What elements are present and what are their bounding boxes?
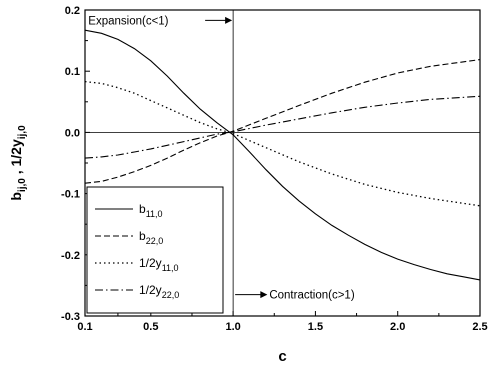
series-line-1 bbox=[84, 29, 481, 281]
legend-label: b11,0 bbox=[139, 202, 163, 219]
y-axis-label: bij,0 , 1/2yij,0 bbox=[8, 125, 28, 201]
legend-label: 1/2y22,0 bbox=[139, 283, 179, 300]
reference-lines bbox=[85, 10, 480, 316]
legend: b11,0 b22,0 1/2y11,0 1/2y22,0 bbox=[86, 186, 224, 314]
legend-label: b22,0 bbox=[139, 229, 163, 246]
series-line-3 bbox=[84, 80, 481, 207]
series-layer bbox=[84, 29, 481, 281]
y-tick-label: 0.0 bbox=[65, 127, 80, 139]
y-tick-label: -0.1 bbox=[61, 189, 80, 201]
x-tick-label: 2.5 bbox=[472, 321, 487, 333]
expansion-annotation: Expansion(c<1) bbox=[88, 15, 168, 27]
y-tick-label: 0.2 bbox=[65, 5, 80, 17]
legend-box bbox=[86, 186, 224, 314]
y-tick-label: -0.2 bbox=[61, 250, 80, 262]
x-tick-label: 0.1 bbox=[77, 321, 92, 333]
x-tick-label: 2.0 bbox=[390, 321, 405, 333]
series-line-4 bbox=[84, 95, 481, 159]
x-tick-label: 1.0 bbox=[225, 321, 240, 333]
y-tick-label: 0.1 bbox=[65, 66, 80, 78]
annotations: Expansion(c<1) Contraction(c>1) bbox=[88, 15, 355, 301]
x-axis-label: c bbox=[278, 348, 286, 365]
x-tick-label: 0.5 bbox=[143, 321, 158, 333]
contraction-annotation: Contraction(c>1) bbox=[269, 290, 354, 302]
x-tick-label: 1.5 bbox=[308, 321, 323, 333]
legend-label: 1/2y11,0 bbox=[139, 256, 179, 273]
y-tick-label: -0.3 bbox=[61, 311, 80, 323]
axis-ticks: 0.1 0.5 1.0 1.5 2.0 2.5 -0.3 -0.2 -0.1 0.0 0.1 0.2 bbox=[61, 5, 488, 333]
contraction-arrowhead bbox=[260, 291, 268, 299]
expansion-arrowhead bbox=[225, 16, 233, 24]
series-line-2 bbox=[84, 59, 481, 184]
